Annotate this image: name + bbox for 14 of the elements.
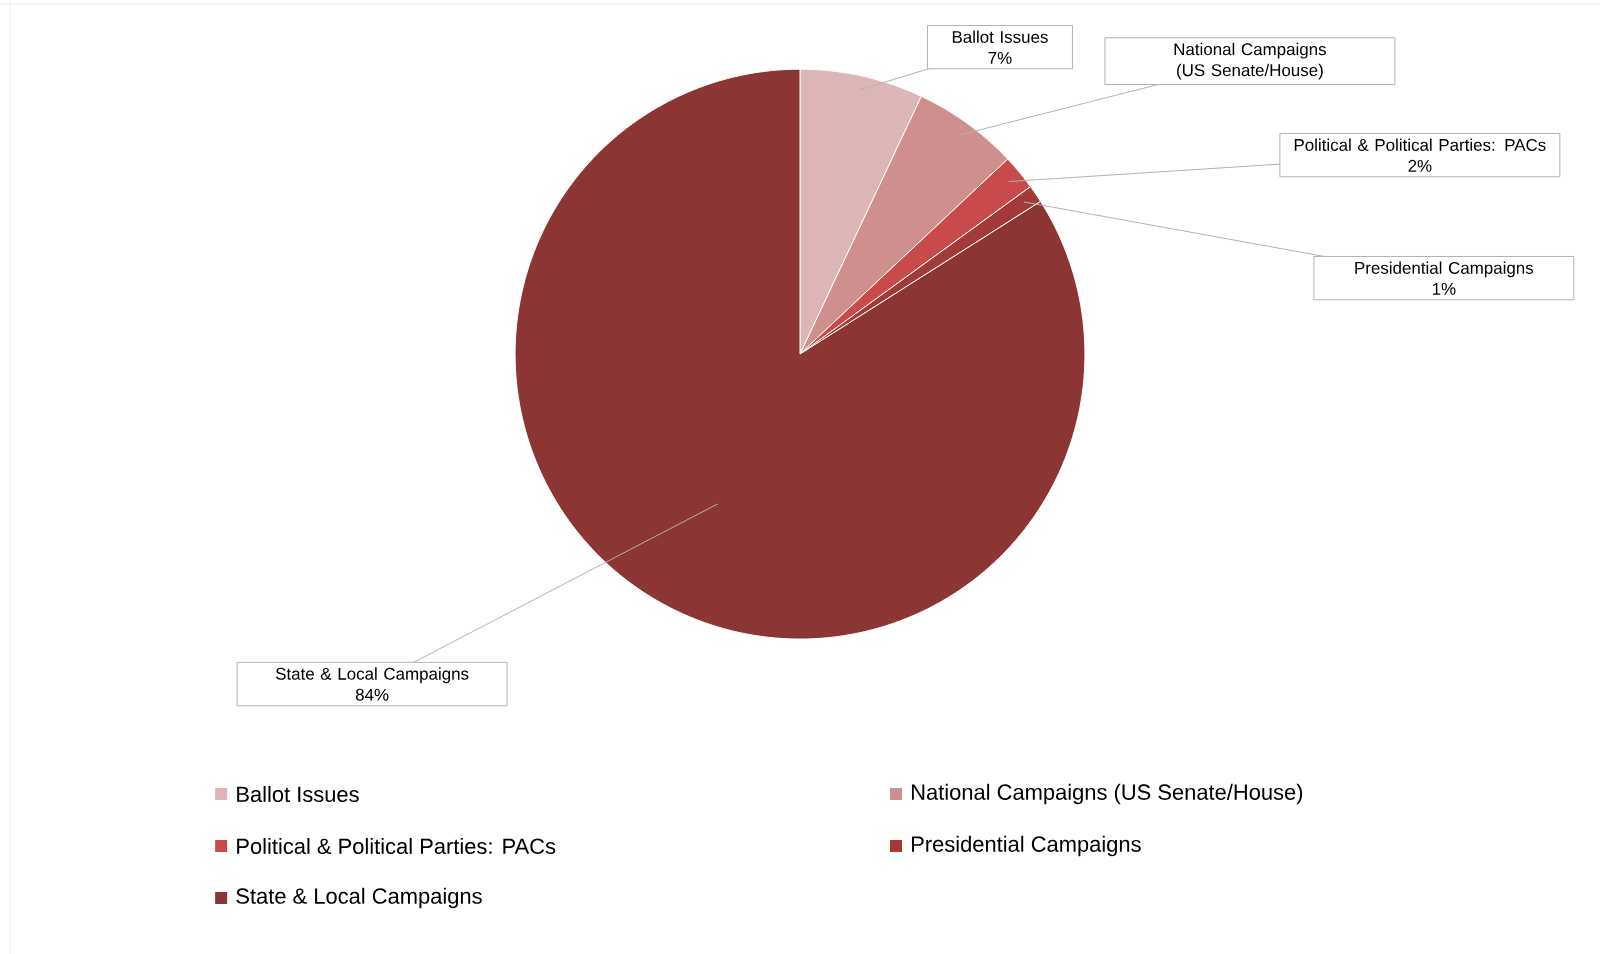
data-label: 84% (355, 688, 389, 701)
slice-label: Presidential Campaigns (1355, 261, 1534, 278)
slice-label: National Campaigns (US Senate/House) (1174, 42, 1326, 80)
data-label: 7% (988, 51, 1012, 64)
legend-label: Ballot Issues (237, 785, 359, 802)
data-label: 2% (1408, 159, 1432, 172)
legend-label: State & Local Campaigns (236, 887, 482, 909)
slice-label: Ballot Issues (952, 30, 1048, 43)
data-label: 1% (1432, 282, 1456, 295)
slice-label: Political & Political Parties: PACs (1294, 138, 1546, 151)
slice-label: State & Local Campaigns (275, 667, 469, 684)
legend-label: Political & Political Parties: PACs (237, 837, 556, 854)
legend-label: National Campaigns (US Senate/House) (911, 783, 1303, 805)
legend-label: Presidential Campaigns (911, 835, 1141, 857)
